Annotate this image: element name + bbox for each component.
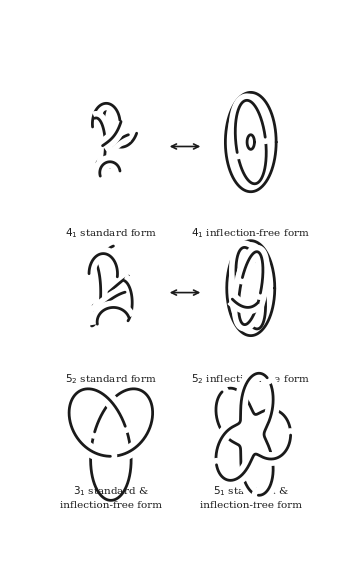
Text: $5_2$ inflection-free form: $5_2$ inflection-free form bbox=[191, 372, 310, 386]
Text: $4_1$ standard form: $4_1$ standard form bbox=[65, 226, 157, 240]
Text: $4_1$ inflection-free form: $4_1$ inflection-free form bbox=[191, 226, 310, 240]
Text: $5_1$ standard &
inflection-free form: $5_1$ standard & inflection-free form bbox=[200, 485, 302, 509]
Text: $5_2$ standard form: $5_2$ standard form bbox=[65, 372, 157, 386]
Text: $3_1$ standard &
inflection-free form: $3_1$ standard & inflection-free form bbox=[60, 485, 162, 509]
